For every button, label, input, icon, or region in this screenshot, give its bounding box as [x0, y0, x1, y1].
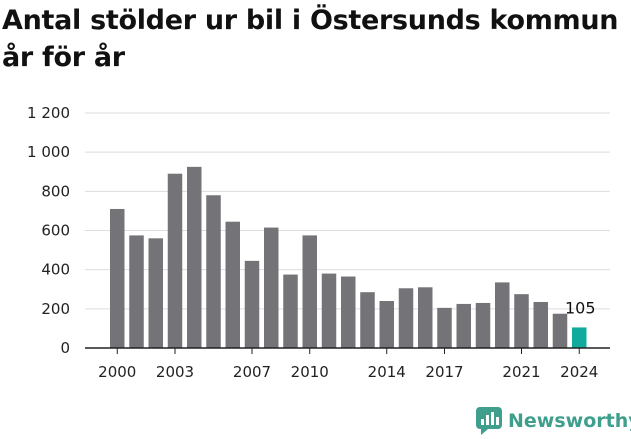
bar	[225, 221, 240, 348]
x-tick-label: 2003	[156, 363, 194, 381]
y-tick-label: 1 000	[27, 143, 70, 161]
bar	[148, 238, 163, 348]
bar	[244, 260, 260, 348]
x-tick-label: 2000	[98, 363, 136, 381]
x-tick-label: 2010	[291, 363, 329, 381]
bar	[418, 287, 433, 348]
brand-name: Newsworthy	[508, 410, 631, 432]
bar	[495, 282, 510, 348]
x-axis-tick-labels: 2000 2003 2007 2010 2014 2017 2021 2024	[98, 348, 598, 381]
bar	[360, 292, 375, 348]
bar	[167, 173, 183, 348]
chart-title: Antal stölder ur bil i Östersunds kommun…	[2, 5, 619, 73]
bar	[129, 235, 144, 348]
y-tick-label: 0	[60, 339, 70, 357]
bar	[475, 302, 491, 348]
bar	[514, 294, 529, 348]
x-tick-label: 2024	[560, 363, 598, 381]
bar	[572, 327, 587, 348]
data-label: 105	[565, 298, 596, 317]
bar	[187, 166, 202, 348]
x-tick-label: 2017	[425, 363, 463, 381]
bar	[456, 303, 471, 348]
y-tick-label: 800	[41, 182, 70, 200]
y-tick-label: 1 200	[27, 104, 70, 122]
y-tick-label: 400	[41, 261, 70, 279]
bar	[206, 195, 221, 348]
bars	[110, 166, 587, 348]
y-tick-label: 600	[41, 222, 70, 240]
x-tick-label: 2014	[368, 363, 406, 381]
y-axis-tick-labels: 0 200 400 600 800 1 000 1 200	[27, 104, 70, 357]
bar	[398, 288, 414, 348]
data-labels: 105	[565, 298, 596, 317]
bar	[379, 301, 394, 348]
newsworthy-logo: Newsworthy	[476, 407, 631, 435]
bar	[110, 208, 125, 348]
y-tick-label: 200	[41, 300, 70, 318]
bar	[437, 307, 452, 348]
bar	[552, 313, 568, 348]
bar	[283, 274, 298, 348]
x-tick-label: 2007	[233, 363, 271, 381]
bar	[302, 235, 317, 348]
x-tick-label: 2021	[502, 363, 540, 381]
bar	[264, 227, 279, 348]
newsworthy-chart-icon	[476, 407, 502, 435]
bar	[321, 273, 337, 348]
bar	[341, 276, 356, 348]
bar	[533, 301, 548, 348]
